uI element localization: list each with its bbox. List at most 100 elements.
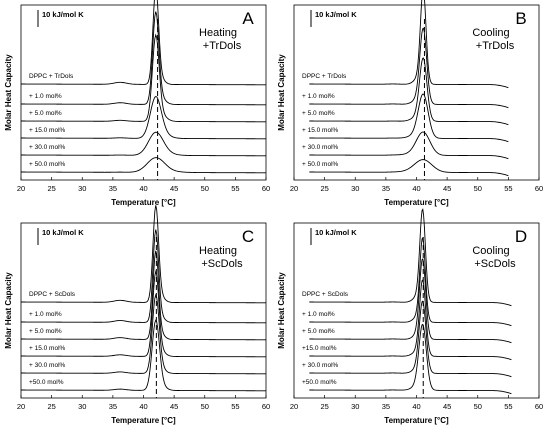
series-label: + 5.0 mol% bbox=[302, 110, 335, 117]
x-tick-label: 50 bbox=[474, 184, 482, 193]
series-label: + 50.0 mol% bbox=[302, 161, 339, 168]
series-line bbox=[309, 258, 512, 344]
series-line bbox=[21, 11, 266, 106]
x-tick-label: 20 bbox=[17, 402, 25, 411]
series-line bbox=[21, 157, 266, 174]
x-tick-label: 55 bbox=[231, 402, 239, 411]
series-line bbox=[21, 0, 266, 86]
x-tick-label: 20 bbox=[17, 184, 25, 193]
panel-letter: A bbox=[242, 9, 254, 28]
series-line bbox=[309, 0, 509, 89]
x-tick-label: 55 bbox=[504, 184, 512, 193]
x-tick-label: 35 bbox=[109, 184, 117, 193]
series-label: + 5.0 mol% bbox=[29, 328, 62, 335]
x-tick-label: 40 bbox=[412, 402, 420, 411]
panel-title-line: Heating bbox=[199, 245, 237, 257]
series-label: +15.0 mol% bbox=[302, 345, 337, 352]
panel-b: 20 25 30 35 40 45 50 55 60 Temperature [°C] Molar … bbox=[277, 0, 543, 207]
series-line bbox=[21, 269, 266, 358]
series-label: + 1.0 mol% bbox=[29, 93, 62, 100]
x-axis-label: Temperature [°C] bbox=[111, 198, 176, 207]
series-label: + 30.0 mol% bbox=[29, 362, 66, 369]
series-line bbox=[21, 131, 266, 157]
panel-letter: B bbox=[515, 9, 526, 28]
series-line bbox=[309, 236, 512, 327]
series-line bbox=[309, 27, 509, 109]
series-line bbox=[21, 319, 266, 392]
x-tick-label: 35 bbox=[382, 402, 390, 411]
x-tick-label: 60 bbox=[262, 402, 270, 411]
series-label: + 50.0 mol% bbox=[29, 161, 66, 168]
series-label: +50.0 mol% bbox=[29, 379, 64, 386]
panel-d: 20 25 30 35 40 45 50 55 60 Temperature [°C] Molar … bbox=[277, 208, 543, 425]
x-tick-label: 40 bbox=[139, 402, 147, 411]
series-label: DPPC + ScDols bbox=[302, 291, 349, 298]
panel-title-line: Cooling bbox=[472, 27, 509, 39]
series-line bbox=[309, 57, 509, 126]
x-tick-label: 45 bbox=[170, 184, 178, 193]
x-tick-label: 60 bbox=[535, 184, 543, 193]
series-line bbox=[309, 93, 509, 143]
panel-letter: C bbox=[242, 227, 254, 246]
series-label: + 30.0 mol% bbox=[302, 362, 339, 369]
series-label: + 15.0 mol% bbox=[29, 127, 66, 134]
series-line bbox=[309, 208, 512, 307]
x-tick-label: 55 bbox=[231, 184, 239, 193]
x-tick-label: 40 bbox=[412, 184, 420, 193]
panel-title-line: +TrDols bbox=[476, 40, 515, 52]
x-tick-label: 45 bbox=[170, 402, 178, 411]
panel-title-line: +ScDols bbox=[201, 258, 243, 270]
series-label: + 30.0 mol% bbox=[29, 144, 66, 151]
y-axis-label: Molar Heat Capacity bbox=[4, 272, 13, 349]
x-tick-label: 20 bbox=[290, 184, 298, 193]
panel-letter: D bbox=[515, 227, 527, 246]
x-tick-label: 60 bbox=[535, 402, 543, 411]
scale-bar-label: 10 kJ/mol K bbox=[42, 228, 84, 237]
x-tick-label: 40 bbox=[139, 184, 147, 193]
series-label: + 15.0 mol% bbox=[302, 127, 339, 134]
series-label: DPPC + TrDols bbox=[29, 73, 74, 80]
x-tick-label: 30 bbox=[78, 184, 86, 193]
scale-bar-label: 10 kJ/mol K bbox=[42, 10, 84, 19]
y-axis-label: Molar Heat Capacity bbox=[277, 272, 286, 349]
series-label: + 1.0 mol% bbox=[29, 311, 62, 318]
x-axis-label: Temperature [°C] bbox=[384, 198, 449, 207]
series-line bbox=[309, 131, 509, 160]
x-axis-label: Temperature [°C] bbox=[111, 416, 176, 425]
x-tick-label: 50 bbox=[201, 184, 209, 193]
x-tick-label: 50 bbox=[474, 402, 482, 411]
series-label: + 5.0 mol% bbox=[302, 328, 335, 335]
series-label: + 1.0 mol% bbox=[302, 311, 335, 318]
y-axis-label: Molar Heat Capacity bbox=[4, 54, 13, 131]
panel-title-line: +ScDols bbox=[474, 258, 516, 270]
x-tick-label: 30 bbox=[351, 402, 359, 411]
panel-c: 20 25 30 35 40 45 50 55 60 Temperature [°C] Molar … bbox=[4, 205, 270, 425]
series-line bbox=[21, 250, 266, 341]
series-label: + 15.0 mol% bbox=[29, 345, 66, 352]
x-tick-label: 35 bbox=[109, 402, 117, 411]
series-line bbox=[21, 95, 266, 140]
scale-bar-label: 10 kJ/mol K bbox=[315, 228, 357, 237]
x-tick-label: 25 bbox=[47, 402, 55, 411]
x-tick-label: 55 bbox=[504, 402, 512, 411]
series-label: DPPC + TrDols bbox=[302, 73, 347, 80]
series-label: + 1.0 mol% bbox=[302, 93, 335, 100]
x-tick-label: 25 bbox=[320, 402, 328, 411]
series-label: + 5.0 mol% bbox=[29, 110, 62, 117]
series-line bbox=[21, 205, 266, 304]
x-tick-label: 35 bbox=[382, 184, 390, 193]
x-axis-label: Temperature [°C] bbox=[384, 416, 449, 425]
x-tick-label: 25 bbox=[47, 184, 55, 193]
panel-title-line: Heating bbox=[199, 27, 237, 39]
series-line bbox=[309, 323, 512, 395]
x-tick-label: 60 bbox=[262, 184, 270, 193]
series-label: + 30.0 mol% bbox=[302, 144, 339, 151]
series-line bbox=[21, 229, 266, 324]
series-label: DPPC + ScDols bbox=[29, 291, 76, 298]
x-tick-label: 50 bbox=[201, 402, 209, 411]
series-label: +50.0 mol% bbox=[302, 379, 337, 386]
x-tick-label: 45 bbox=[443, 184, 451, 193]
series-line bbox=[309, 279, 512, 361]
x-tick-label: 30 bbox=[78, 402, 86, 411]
